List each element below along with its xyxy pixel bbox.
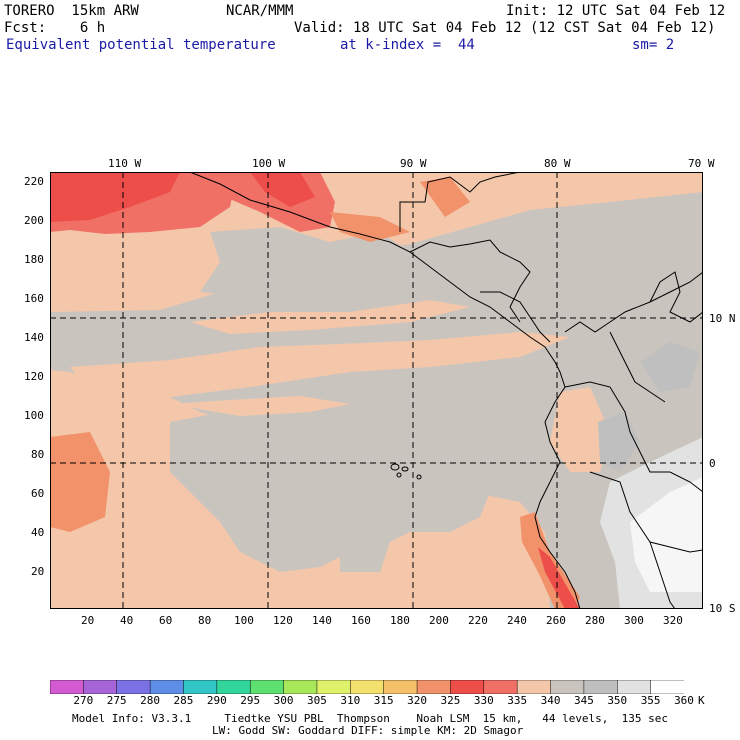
y-tick: 200: [24, 214, 44, 227]
lon-label-100w: 100 W: [252, 157, 286, 170]
colorbar-swatch: [416, 680, 452, 694]
colorbar-level-label: 290: [206, 694, 227, 707]
colorbar-level-label: 315: [373, 694, 394, 707]
smoothing-label: sm= 2: [632, 37, 675, 53]
x-tick: 300: [624, 614, 644, 627]
colorbar-level-label: 320: [407, 694, 427, 707]
colorbar: [50, 680, 684, 694]
galapagos-islands: [390, 463, 422, 480]
x-tick: 320: [663, 614, 683, 627]
lon-label-110w: 110 W: [108, 157, 142, 170]
lat-label-equator: 0: [709, 457, 716, 470]
lat-label-10s: 10 S: [709, 602, 736, 615]
colorbar-level-label: 350: [607, 694, 628, 707]
x-tick: 60: [159, 614, 173, 627]
field-name: Equivalent potential temperature: [6, 37, 276, 53]
y-tick: 100: [24, 409, 44, 422]
colorbar-swatch: [617, 680, 652, 694]
x-tick: 220: [468, 614, 488, 627]
y-tick: 60: [31, 487, 45, 500]
colorbar-swatch: [249, 680, 285, 694]
x-tick: 280: [585, 614, 605, 627]
colorbar-level-label: 360: [674, 694, 694, 707]
colorbar-level-label: 325: [440, 694, 461, 707]
colorbar-level-label: 295: [240, 694, 261, 707]
x-tick: 240: [507, 614, 527, 627]
x-tick: 160: [351, 614, 371, 627]
theta-e-350k-spots: [598, 342, 700, 472]
model-info-line2: LW: Godd SW: Goddard DIFF: simple KM: 2D…: [212, 724, 524, 737]
model-name: TORERO 15km ARW: [4, 3, 139, 19]
colorbar-swatch: [83, 680, 118, 694]
lon-label-70w: 70 W: [688, 157, 715, 170]
colorbar-level-label: 270: [73, 694, 94, 707]
y-tick: 220: [24, 175, 44, 188]
colorbar-swatch: [650, 680, 684, 694]
y-tick: 160: [24, 292, 44, 305]
x-tick: 20: [81, 614, 95, 627]
colorbar-swatch: [216, 680, 251, 694]
x-tick: 120: [273, 614, 293, 627]
colorbar-swatch: [283, 680, 318, 694]
x-tick: 260: [546, 614, 566, 627]
x-tick: 200: [429, 614, 449, 627]
colorbar-swatch: [116, 680, 151, 694]
y-tick: 40: [31, 526, 45, 539]
lon-label-90w: 90 W: [400, 157, 427, 170]
colorbar-swatch: [583, 680, 619, 694]
colorbar-swatch: [149, 680, 185, 694]
colorbar-level-label: 340: [540, 694, 561, 707]
colorbar-level-label: 335: [507, 694, 528, 707]
colorbar-swatch: [516, 680, 552, 694]
init-time: Init: 12 UTC Sat 04 Feb 12: [506, 3, 726, 19]
lat-label-10n: 10 N: [709, 312, 736, 325]
map-frame: [50, 172, 703, 609]
theta-e-high-areas: [50, 172, 580, 609]
model-info-line1: Model Info: V3.3.1 Tiedtke YSU PBL Thomp…: [72, 712, 669, 725]
colorbar-level-label: 345: [573, 694, 594, 707]
x-tick: 40: [120, 614, 134, 627]
x-tick: 140: [312, 614, 332, 627]
lon-label-80w: 80 W: [544, 157, 571, 170]
colorbar-unit: K: [698, 694, 705, 707]
y-tick: 120: [24, 370, 44, 383]
y-tick: 80: [31, 448, 45, 461]
level-index: at k-index = 44: [340, 37, 475, 53]
colorbar-level-label: 355: [640, 694, 661, 707]
graticule: [50, 172, 703, 609]
valid-time: Valid: 18 UTC Sat 04 Feb 12 (12 CST Sat …: [294, 20, 716, 36]
theta-e-map: [50, 172, 703, 609]
colorbar-level-label: 300: [273, 694, 294, 707]
colorbar-level-label: 330: [473, 694, 494, 707]
y-tick: 140: [24, 331, 44, 344]
colorbar-swatch: [483, 680, 518, 694]
colorbar-level-label: 305: [307, 694, 327, 707]
x-tick: 100: [234, 614, 254, 627]
x-tick: 180: [390, 614, 410, 627]
colorbar-swatch: [383, 680, 418, 694]
theta-e-345k-areas: [50, 192, 703, 609]
y-tick: 180: [24, 253, 44, 266]
colorbar-level-label: 310: [340, 694, 361, 707]
colorbar-swatch: [316, 680, 352, 694]
colorbar-swatch: [550, 680, 585, 694]
coastlines: [189, 172, 703, 609]
colorbar-swatch: [350, 680, 385, 694]
colorbar-level-label: 280: [140, 694, 161, 707]
center-name: NCAR/MMM: [226, 3, 294, 19]
colorbar-level-label: 275: [106, 694, 127, 707]
colorbar-level-label: 285: [173, 694, 194, 707]
colorbar-swatch: [450, 680, 485, 694]
theta-e-360k-area: [630, 477, 703, 592]
y-tick: 20: [31, 565, 45, 578]
colorbar-swatch: [50, 680, 85, 694]
theta-e-340k-bands: [60, 232, 610, 472]
x-tick: 80: [198, 614, 212, 627]
forecast-hour: Fcst: 6 h: [4, 20, 106, 36]
colorbar-swatch: [183, 680, 218, 694]
